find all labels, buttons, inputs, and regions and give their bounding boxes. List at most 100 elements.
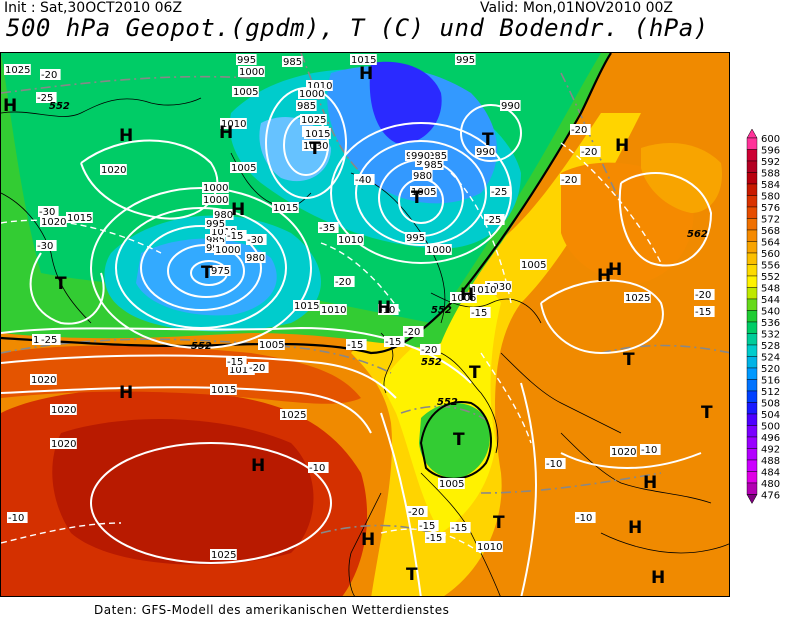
isobar-label: 990 — [501, 101, 520, 112]
colorbar-top-arrow — [746, 128, 758, 139]
colorbar-swatch — [746, 195, 758, 208]
isobar-label-bg — [210, 265, 231, 276]
isobar-label-bg — [470, 284, 497, 295]
isobar-label: 1005 — [231, 163, 256, 174]
colorbar-level-label: 600 — [761, 134, 780, 145]
isotherm-label-bg — [226, 356, 247, 367]
isotherm-label: -20 — [561, 175, 577, 186]
colorbar-level-label: 596 — [761, 146, 780, 157]
isotherm-label: -40 — [355, 175, 371, 186]
colorbar-swatch — [746, 275, 758, 288]
colorbar-level-label: 592 — [761, 157, 780, 168]
isotherm-label-bg — [384, 336, 405, 347]
isotherm-label-bg — [378, 304, 399, 315]
isotherm-label: -20 — [335, 277, 351, 288]
colorbar-level-label: 524 — [761, 353, 780, 364]
isobar-label: 1025 — [281, 410, 306, 421]
isotherm-label-bg — [248, 362, 269, 373]
isobar-label-bg — [272, 202, 299, 213]
isotherm-label-bg — [308, 462, 329, 473]
colorbar-swatch — [746, 471, 758, 484]
high-pressure-marker: H — [361, 530, 375, 550]
isotherm-label: -15 — [385, 337, 401, 348]
colorbar-swatch — [746, 356, 758, 369]
isobar-label: 1025 — [5, 65, 30, 76]
isobar-label-bg — [412, 170, 433, 181]
isobar-label-bg — [238, 66, 265, 77]
colorbar-level-label: 504 — [761, 410, 780, 421]
isotherm-label: -20 — [695, 290, 711, 301]
high-pressure-marker: H — [231, 200, 245, 220]
colorbar-swatch — [746, 310, 758, 323]
geopotential-label: 552 — [421, 357, 442, 368]
colorbar-swatch — [746, 137, 758, 150]
colorbar-level-label: 564 — [761, 238, 780, 249]
colorbar-swatch — [746, 206, 758, 219]
isobar-label: 990 — [411, 151, 430, 162]
isobar-label-bg — [50, 438, 77, 449]
high-pressure-marker: H — [119, 126, 133, 146]
isotherm-label-bg — [334, 276, 355, 287]
isobar-label: 995 — [406, 233, 425, 244]
isobar-label-bg — [410, 186, 437, 197]
colorbar-swatch — [746, 229, 758, 242]
colorbar-swatch — [746, 160, 758, 173]
isobar-label: 1010 — [307, 81, 332, 92]
colorbar-swatch — [746, 252, 758, 265]
isotherm-label: -25 — [491, 187, 507, 198]
isobar-label-bg — [304, 128, 331, 139]
geopotential-labels: 552 562 552 552 552 552 — [49, 101, 708, 408]
color-scale-legend: 6005965925885845805765725685645605565525… — [746, 128, 780, 505]
colorbar-swatch — [746, 425, 758, 438]
isobar-label-bg — [205, 234, 226, 245]
colorbar-swatch — [746, 241, 758, 254]
isobar-label-bg — [320, 304, 347, 315]
low-pressure-marker: T — [309, 139, 321, 159]
colorbar-swatch — [746, 448, 758, 461]
colorbar-swatch — [746, 482, 758, 495]
isotherm-label: -20 — [249, 363, 265, 374]
isobar-label-bg — [258, 339, 285, 350]
low-pressure-marker: T — [55, 274, 67, 294]
colorbar-level-label: 500 — [761, 422, 780, 433]
isobar-label-bg — [100, 164, 127, 175]
isobar-label: 990 — [476, 147, 495, 158]
isobar-label: 1010 — [338, 235, 363, 246]
isobar-label: 1000 — [203, 183, 228, 194]
isobar-label: 1005 — [521, 260, 546, 271]
init-time-label: Init : Sat,30OCT2010 06Z — [4, 0, 183, 16]
isobar-label-bg — [280, 409, 307, 420]
isobar-label-bg — [50, 404, 77, 415]
high-pressure-marker: H — [219, 123, 233, 143]
isotherm-label-bg — [450, 522, 471, 533]
isobar-label: 985 — [283, 57, 302, 68]
isobar-label-bg — [66, 212, 93, 223]
isobar-label-bg — [202, 182, 229, 193]
isobar-label-bg — [610, 446, 637, 457]
pressure-labels: 1025995100010151005985101010009851020102… — [4, 54, 651, 561]
high-pressure-marker: H — [460, 285, 474, 305]
valid-time-label: Valid: Mon,01NOV2010 00Z — [480, 0, 673, 16]
isobar-label-bg — [282, 56, 303, 67]
isotherm-label-bg — [7, 512, 28, 523]
isobar-label: 975 — [211, 266, 230, 277]
colorbar-level-label: 568 — [761, 226, 780, 237]
isotherm-label: -20 — [408, 507, 424, 518]
low-pressure-marker: T — [469, 363, 481, 383]
isotherm-label-bg — [570, 124, 591, 135]
coastlines — [1, 97, 729, 596]
isobar-label: 1020 — [41, 217, 66, 228]
isotherm-label-bg — [36, 92, 57, 103]
isotherm-label: -15 — [227, 357, 243, 368]
colorbar-level-label: 516 — [761, 376, 780, 387]
isotherm-label-bg — [640, 444, 661, 455]
colorbar-level-label: 528 — [761, 341, 780, 352]
geopotential-label: 552 — [191, 341, 212, 352]
low-blue-west-region — [136, 238, 277, 316]
isobar-label-bg — [202, 194, 229, 205]
isobar-label-bg — [410, 150, 431, 161]
colorbar-swatch — [746, 379, 758, 392]
isobar-label-bg — [476, 541, 503, 552]
colorbar-swatch — [746, 459, 758, 472]
colorbar-swatch — [746, 183, 758, 196]
